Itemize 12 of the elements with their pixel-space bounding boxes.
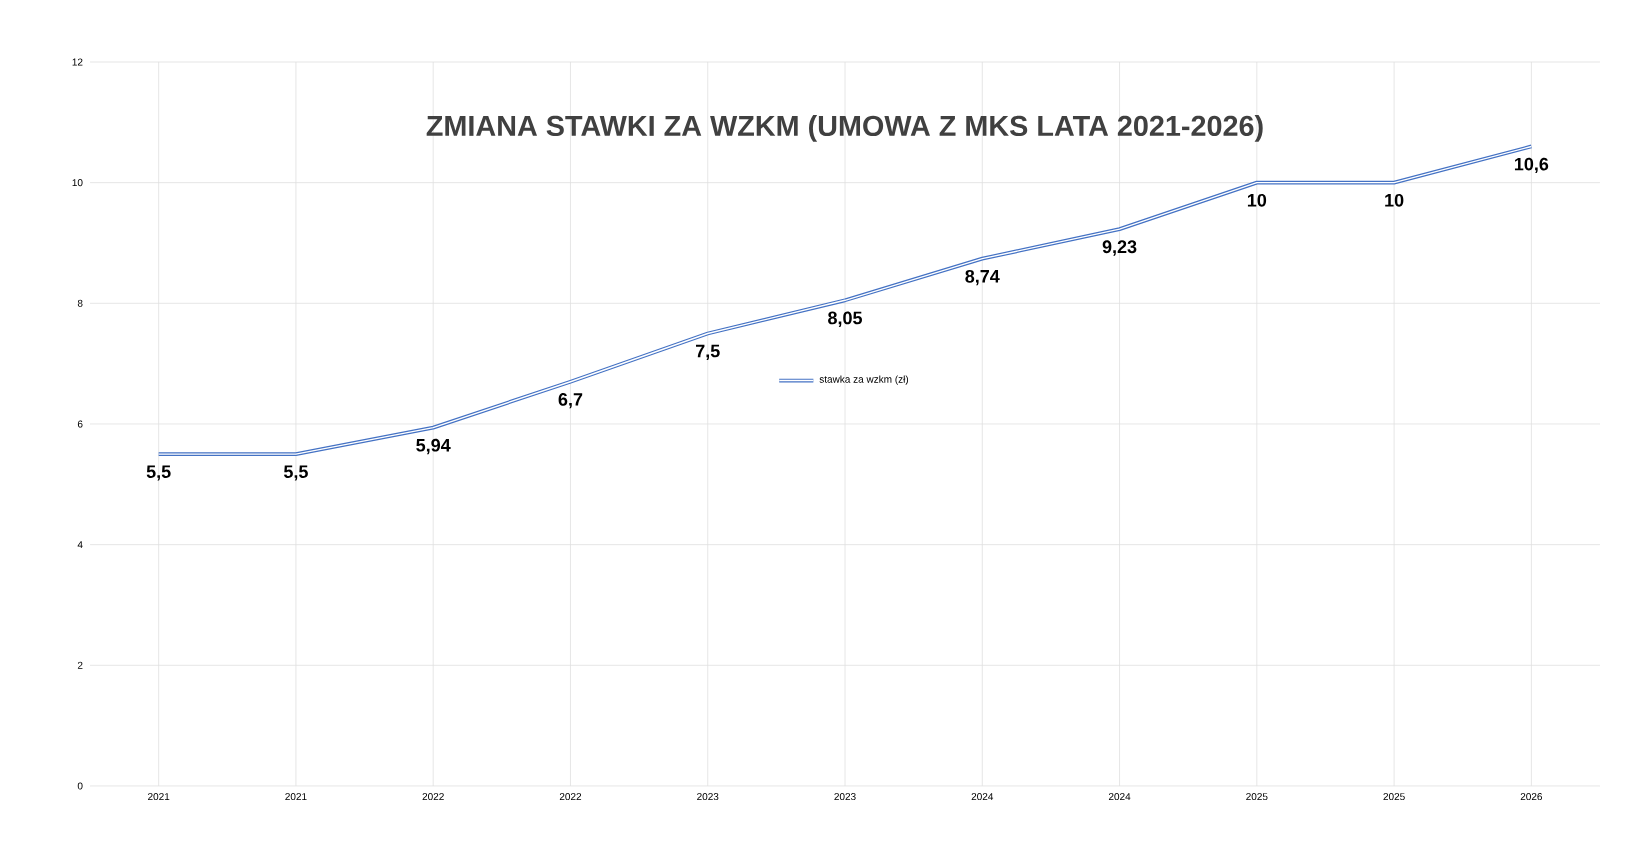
data-label: 7,5 xyxy=(696,344,720,360)
data-label: 5,94 xyxy=(416,438,451,455)
data-label: 10,6 xyxy=(1514,157,1549,174)
data-label: 10 xyxy=(1385,193,1404,207)
data-label: 6,7 xyxy=(558,393,583,409)
data-label: 10 xyxy=(1247,193,1267,207)
data-label: 8,74 xyxy=(965,269,1000,286)
data-label: 8,05 xyxy=(828,311,863,327)
text: ZMIANA STAWKI ZA WZKM (UMOWA Z MKS LATA 2021-2026) xyxy=(426,114,1263,142)
data-label: 9,23 xyxy=(1102,240,1137,256)
data-label: 5,5 xyxy=(283,465,308,481)
data-label: 5,5 xyxy=(146,465,171,481)
